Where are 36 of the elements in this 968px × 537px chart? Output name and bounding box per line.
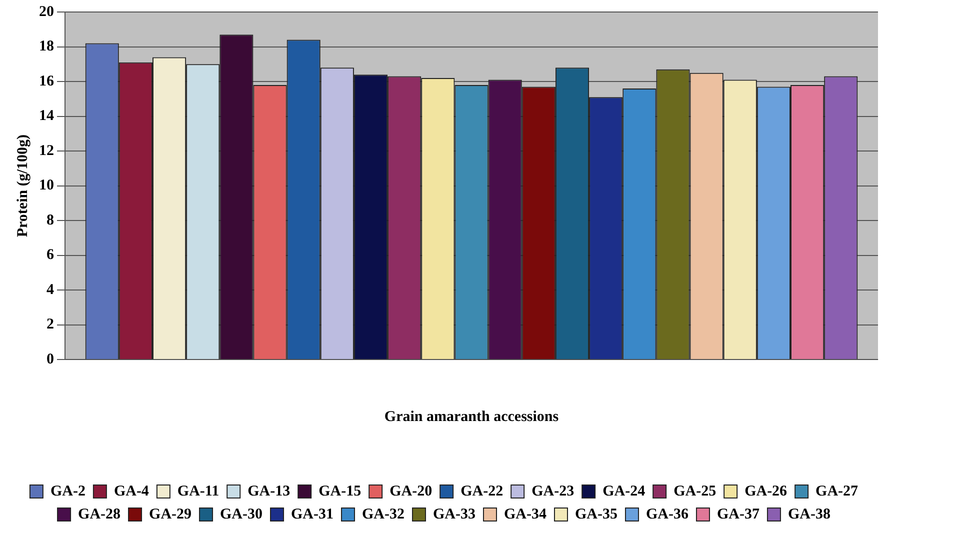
y-tick-label: 4 <box>46 282 54 298</box>
legend-label: GA-25 <box>674 483 716 500</box>
legend-label: GA-29 <box>149 506 192 522</box>
legend-label: GA-32 <box>362 506 405 522</box>
legend-label: GA-22 <box>460 483 504 500</box>
y-tick-label: 0 <box>46 351 54 368</box>
legend-label: GA-31 <box>291 506 334 522</box>
y-tick-label: 16 <box>39 73 54 90</box>
legend-label: GA-13 <box>248 483 290 500</box>
y-tick-label: 2 <box>46 316 54 333</box>
legend-label: GA-35 <box>574 506 618 522</box>
y-tick-label: 8 <box>46 212 54 228</box>
legend-label: GA-28 <box>78 506 121 522</box>
legend-label: GA-33 <box>433 506 476 522</box>
y-tick-label: 18 <box>39 38 54 55</box>
legend-label: GA-4 <box>114 483 150 500</box>
legend-label: GA-37 <box>716 506 760 522</box>
legend-label: GA-24 <box>602 483 646 500</box>
y-axis-title: Protein (g/100g) <box>14 134 31 238</box>
legend-label: GA-2 <box>50 483 86 500</box>
legend-label: GA-27 <box>816 483 859 500</box>
legend-label: GA-34 <box>504 506 547 522</box>
legend-label: GA-38 <box>788 506 830 522</box>
x-axis-title: Grain amaranth accessions <box>384 408 559 425</box>
legend-label: GA-20 <box>390 483 432 500</box>
legend-label: GA-30 <box>220 506 263 522</box>
legend-label: GA-26 <box>744 483 788 500</box>
legend-label: GA-11 <box>177 483 220 500</box>
y-tick-label: 6 <box>46 247 54 264</box>
y-tick-label: 10 <box>39 178 54 194</box>
legend-label: GA-36 <box>646 506 689 522</box>
y-tick-label: 20 <box>39 4 54 20</box>
legend-label: GA-15 <box>318 483 362 500</box>
legend-label: GA-23 <box>532 483 574 500</box>
y-tick-label: 14 <box>39 108 54 124</box>
y-tick-label: 12 <box>39 142 54 159</box>
